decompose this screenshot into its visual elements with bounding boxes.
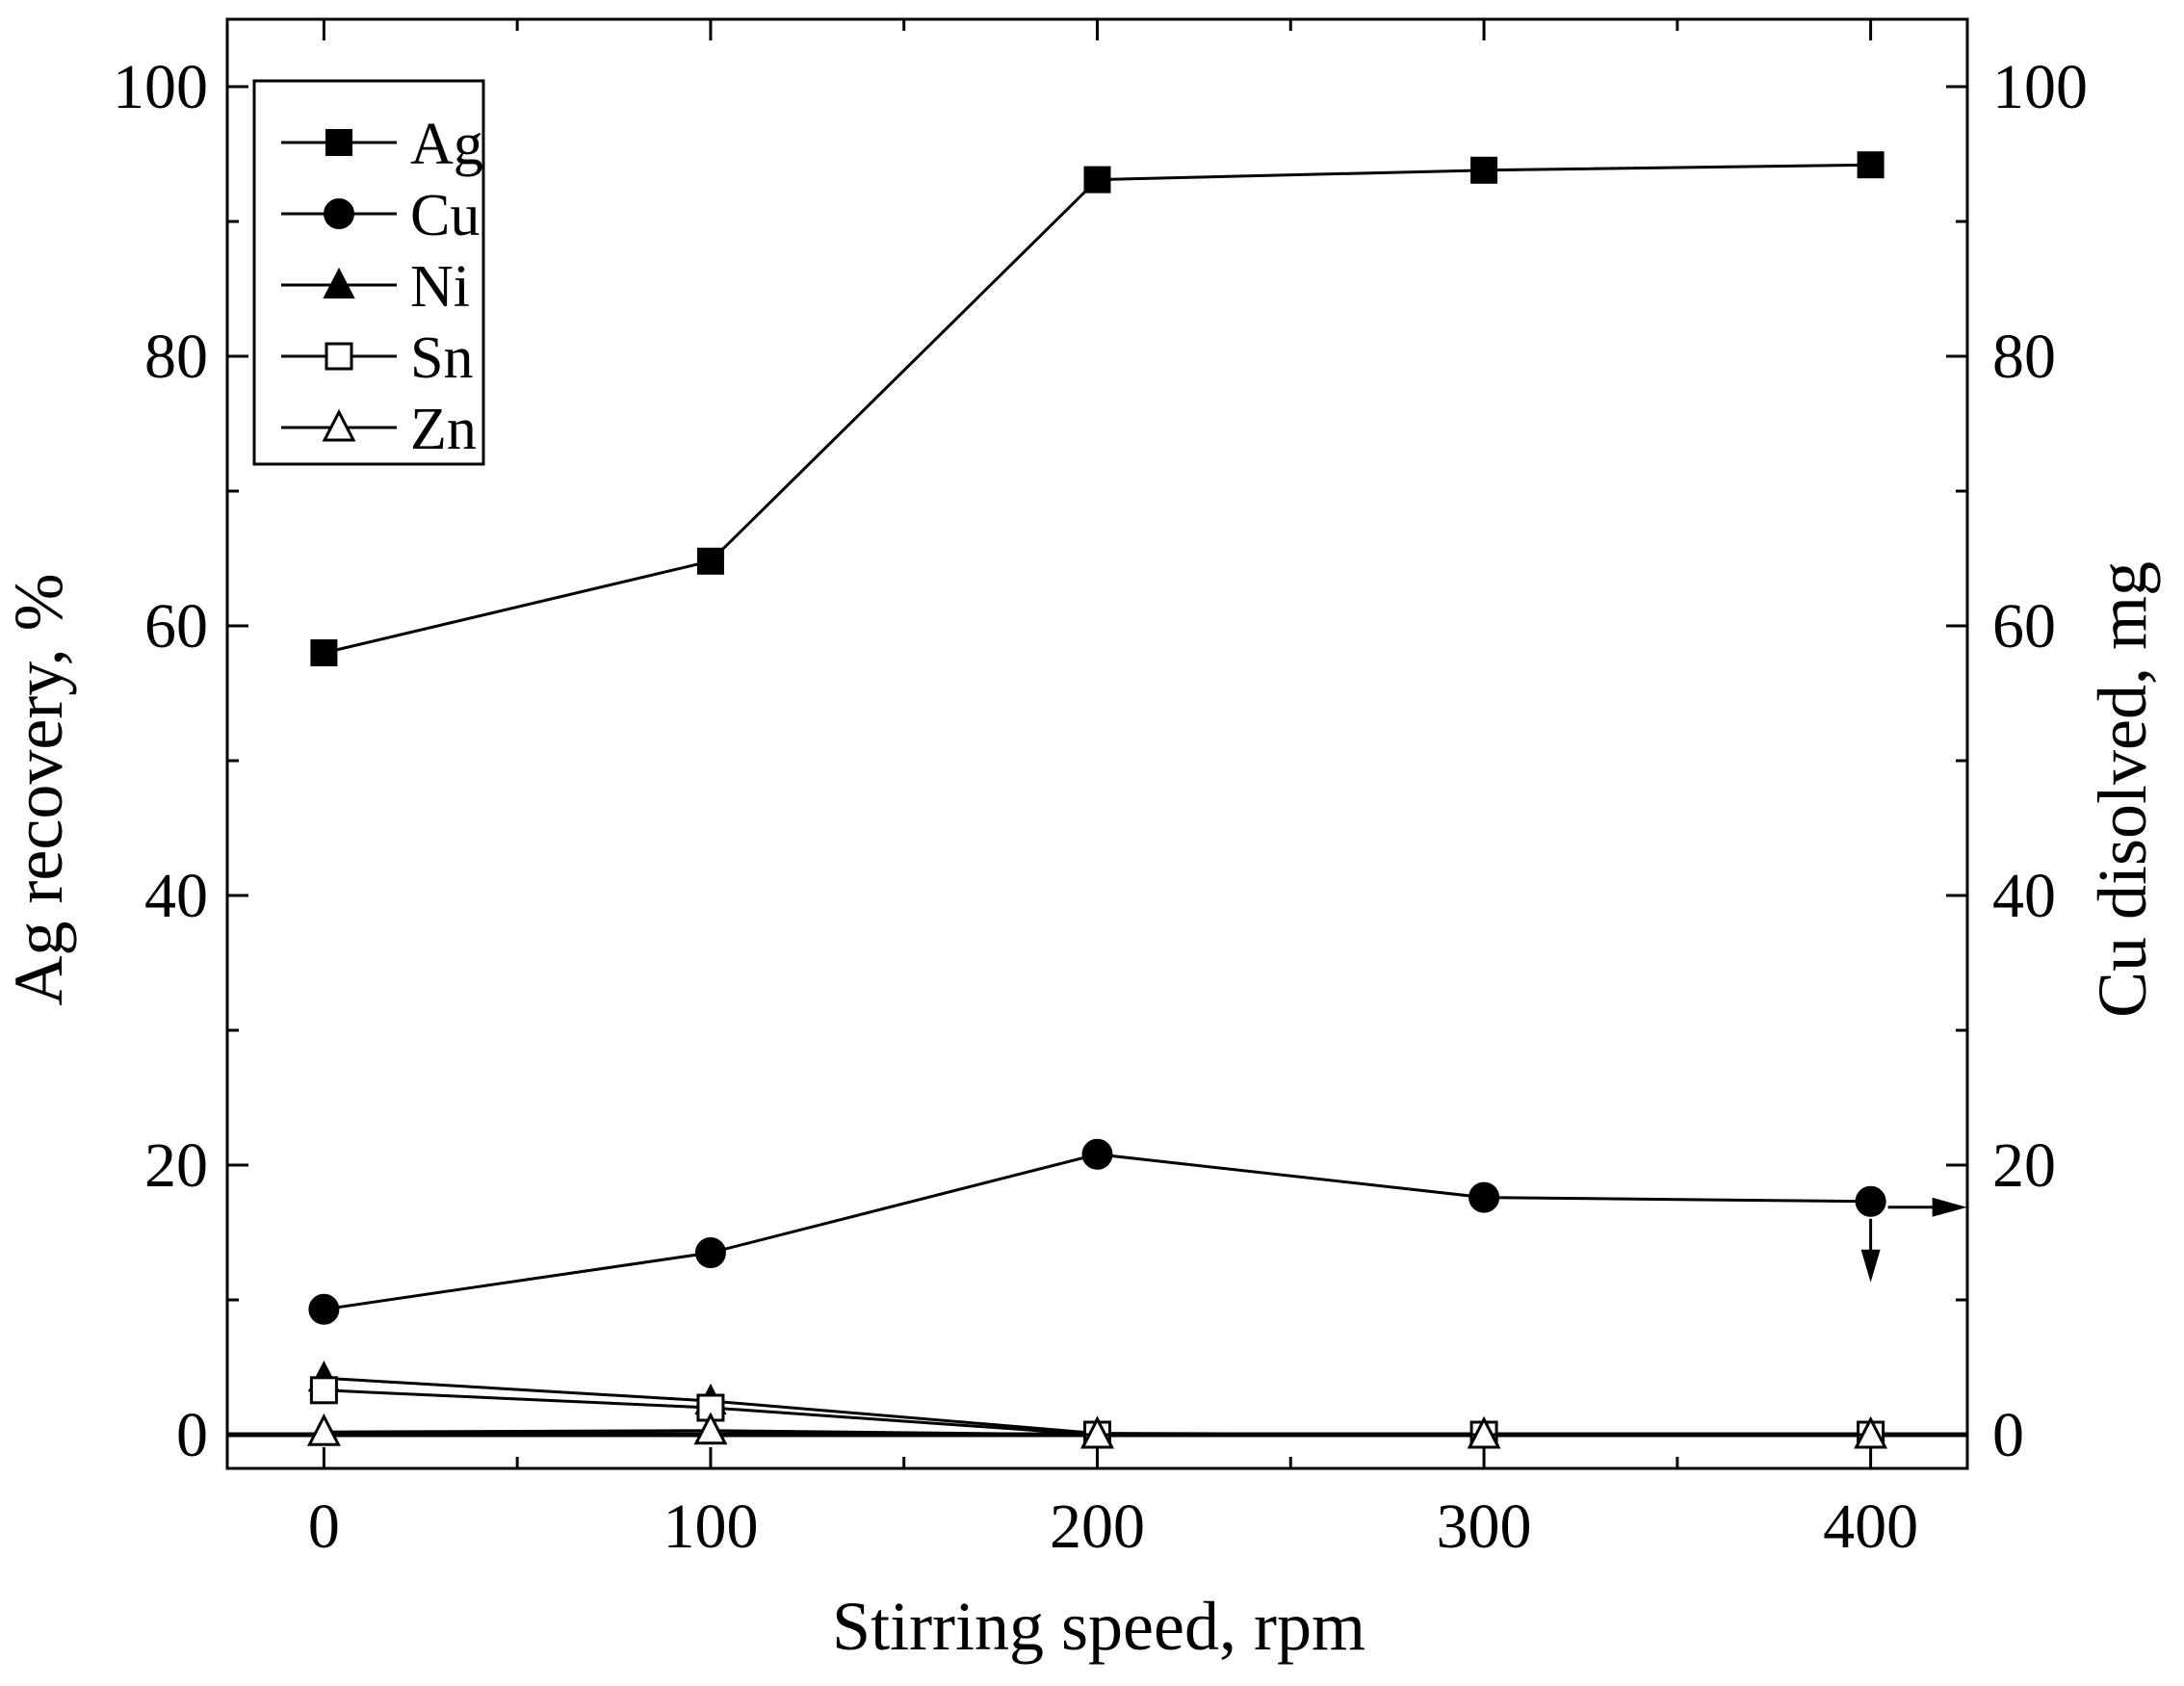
data-point-zn: [1854, 1415, 1888, 1449]
y-tick-label: 80: [144, 322, 208, 392]
legend-item-sn: Sn: [281, 325, 473, 391]
y2-tick-label: 40: [1992, 861, 2056, 931]
legend-label-sn: Sn: [410, 325, 473, 391]
y-tick-label: 20: [144, 1130, 208, 1201]
y-tick-label: 40: [144, 861, 208, 931]
arrow-down-head: [1860, 1249, 1881, 1283]
y2-tick-label: 100: [1992, 52, 2088, 122]
x-tick-label: 0: [308, 1491, 340, 1562]
data-point-cu: [1855, 1185, 1886, 1217]
y2-axis-title: Cu disolved, mg: [2084, 561, 2161, 1018]
plot-frame: [225, 17, 1969, 1470]
legend-item-cu: Cu: [281, 183, 480, 248]
data-point-ag: [1857, 151, 1885, 179]
series-line-cu: [324, 1153, 1871, 1311]
arrow-down-annotation: [1860, 1218, 1881, 1283]
y-axis-title: Ag recovery, %: [0, 573, 77, 1005]
data-point-ag: [310, 639, 338, 666]
legend-item-ni: Ni: [281, 254, 470, 320]
legend-label-zn: Zn: [410, 397, 477, 462]
data-point-cu: [694, 1237, 726, 1268]
data-point-cu: [1469, 1181, 1500, 1213]
legend-box: [252, 79, 485, 466]
legend-label-ag: Ag: [410, 112, 483, 177]
data-point-zn: [306, 1413, 341, 1446]
series-cu: [308, 1138, 1886, 1325]
x-tick-label: 200: [1050, 1491, 1145, 1562]
data-point-ag: [696, 547, 724, 575]
series-group: [306, 151, 1888, 1449]
data-point-ag: [1470, 156, 1498, 184]
legend-marker-sn: [325, 342, 353, 371]
x-axis-title: Stirring speed, rpm: [832, 1588, 1365, 1665]
plot-area: [225, 17, 1969, 1470]
y2-tick-label: 80: [1992, 322, 2056, 392]
legend-marker-zn: [322, 408, 356, 442]
data-point-cu: [308, 1293, 340, 1325]
y2-tick-label: 60: [1992, 591, 2056, 661]
legend-item-ag: Ag: [281, 112, 483, 177]
legend-label-cu: Cu: [410, 183, 480, 248]
series-ag: [310, 151, 1885, 666]
legend-marker-cu: [324, 198, 354, 229]
arrow-right-head: [1932, 1197, 1967, 1217]
y-tick-label: 0: [176, 1400, 208, 1470]
data-point-zn: [1080, 1415, 1114, 1449]
y2-tick-label: 20: [1992, 1130, 2056, 1201]
data-point-sn: [309, 1376, 338, 1405]
legend-marker-ag: [325, 129, 352, 156]
legend-label-ni: Ni: [410, 254, 470, 320]
data-point-ag: [1083, 166, 1111, 194]
data-point-zn: [1467, 1415, 1501, 1449]
series-line-ag: [324, 163, 1871, 655]
axes: 0 100 200 300 400 0 20 40 60 80 100 0 20 40 60 80 100: [113, 19, 2088, 1562]
x-tick-label: 300: [1437, 1491, 1532, 1562]
x-tick-label: 400: [1823, 1491, 1918, 1562]
y-tick-label: 100: [113, 52, 208, 122]
data-point-zn: [693, 1412, 728, 1445]
arrow-right-annotation: [1887, 1197, 1967, 1217]
series-zn: [306, 1412, 1888, 1449]
data-point-cu: [1081, 1138, 1113, 1170]
legend-item-zn: Zn: [281, 397, 477, 462]
y2-tick-label: 0: [1992, 1400, 2024, 1470]
x-tick-label: 100: [663, 1491, 758, 1562]
y-tick-label: 60: [144, 591, 208, 661]
legend-marker-ni: [323, 267, 355, 298]
annotations: [1860, 1197, 1967, 1283]
